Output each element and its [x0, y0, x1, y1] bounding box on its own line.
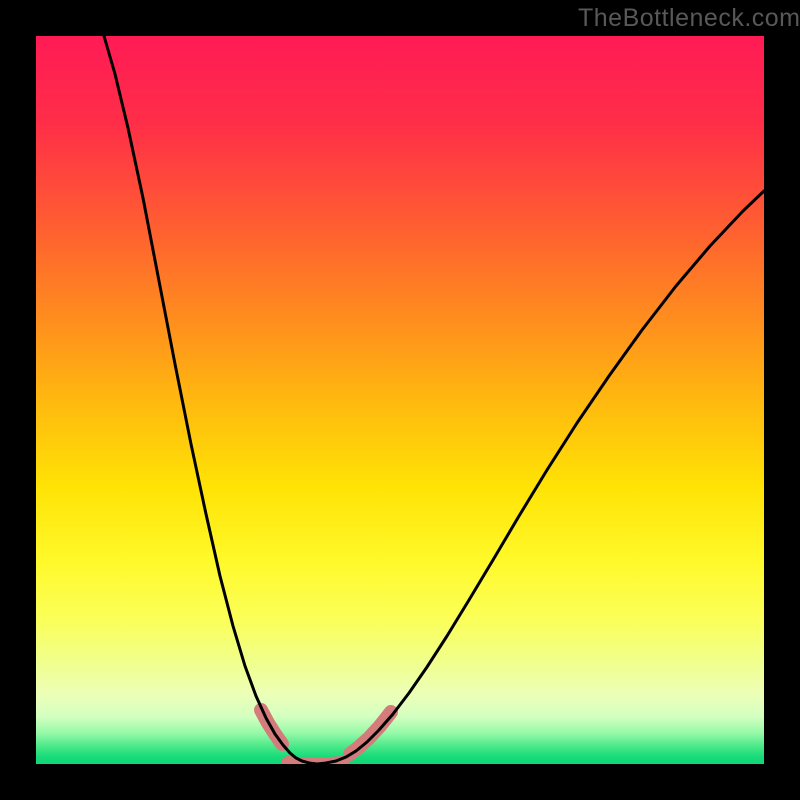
- plot-area: [36, 36, 764, 764]
- watermark-text: TheBottleneck.com: [578, 4, 800, 33]
- bottleneck-curve: [104, 36, 764, 764]
- chart-svg: [36, 36, 764, 764]
- highlight-segment: [350, 712, 391, 754]
